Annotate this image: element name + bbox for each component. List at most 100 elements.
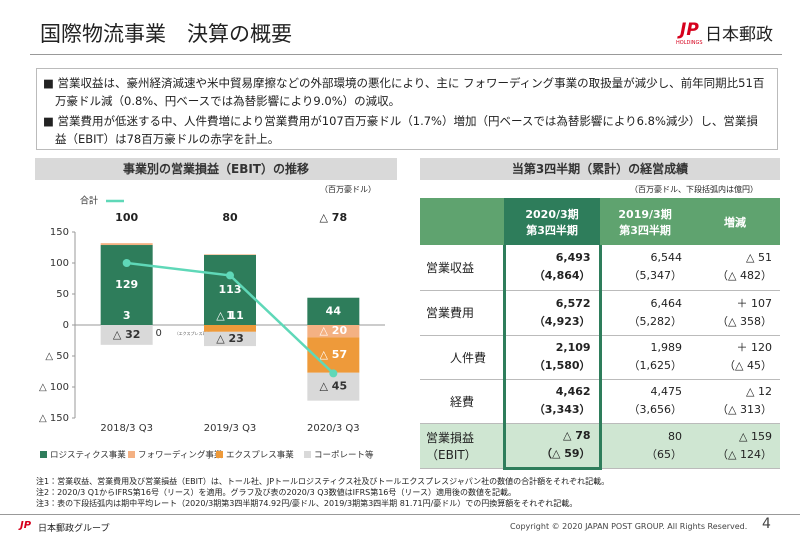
header-text: 増減	[724, 215, 747, 229]
x-tick-label: 2019/3 Q3	[204, 423, 257, 434]
header-text: 第3四半期	[619, 223, 671, 237]
x-tick-label: 2018/3 Q3	[100, 423, 153, 434]
logo-text: 日本郵政	[705, 25, 773, 45]
bar-segment	[307, 325, 360, 338]
logo-sub: HOLDINGS	[676, 40, 703, 46]
y-tick-label: △ 150	[39, 413, 69, 424]
value-label: △ 45	[320, 380, 348, 393]
cell: △ 51 （△ 482）	[690, 245, 780, 291]
row-label-text: （EBIT）	[426, 447, 477, 462]
cell: 1,989 （1,625）	[600, 335, 691, 380]
value-label: △ 20	[320, 324, 348, 337]
cell: △ 78 （△ 59）	[502, 423, 602, 470]
cell: 80 （65）	[600, 423, 691, 469]
bar-segment	[100, 325, 153, 345]
table-row: 経費 4,462 （3,343） 4,475 （3,656） △ 12 （△ 313）	[420, 379, 780, 424]
row-label-text: 人件費	[450, 350, 487, 365]
cell-text: △ 12	[746, 385, 772, 398]
total-label: △ 78	[320, 211, 348, 224]
cell-text: △ 51	[746, 251, 772, 265]
cell-text: （△ 59）	[540, 447, 591, 460]
cell: ＋ 120 （△ 45）	[690, 335, 780, 380]
title-rule	[30, 54, 782, 55]
cell-text: 2,109	[555, 341, 591, 354]
value-label: △ 23	[216, 332, 244, 345]
y-tick-label: 0	[63, 320, 69, 331]
cell-text: 6,544	[650, 251, 683, 265]
value-label: 129	[115, 278, 138, 291]
cell-text: ＋ 120	[736, 341, 773, 354]
header-text: 2020/3期	[525, 207, 579, 221]
logo-mark: JP	[680, 20, 699, 40]
footer-logo: JP	[20, 520, 32, 531]
y-tick-label: △ 100	[39, 382, 69, 393]
cell-text: 6,572	[555, 296, 591, 310]
row-label-text: 経費	[450, 394, 475, 409]
legend-swatch	[128, 451, 135, 458]
cell: △ 159 （△ 124）	[690, 423, 780, 469]
legend-label: フォワーディング事業	[138, 450, 223, 461]
bar-segment	[100, 243, 153, 246]
table-row: 営業費用 6,572 （4,923） 6,464 （5,282） ＋ 107 （△ 358）	[420, 290, 780, 336]
bar-segment	[204, 331, 256, 347]
table-title: 当第3四半期（累計）の経営成績	[420, 158, 780, 180]
cell: 6,544 （5,347）	[600, 245, 691, 291]
line-legend: 合計	[80, 195, 98, 207]
note: 注1：営業収益、営業費用及び営業損益（EBIT）は、トール社、JPトールロジステ…	[36, 477, 610, 486]
bar-segment	[307, 297, 360, 325]
total-label: 80	[222, 211, 238, 224]
row-label: 経費	[420, 379, 504, 424]
total-marker	[329, 369, 338, 378]
cell-text: （△ 358）	[717, 314, 772, 328]
cell-text: （65）	[646, 447, 683, 461]
cell-text: △ 78	[562, 429, 591, 442]
legend-swatch	[304, 451, 311, 458]
cell: 6,464 （5,282）	[600, 290, 691, 336]
page-number: 4	[762, 516, 771, 532]
cell: 6,572 （4,923）	[502, 290, 602, 336]
cell-text: （△ 124）	[717, 447, 772, 461]
note: 注3：表の下段括弧内は期中平均レート（2020/3期第3四半期74.92円/豪ド…	[36, 499, 578, 508]
annotation: （エクスプレス事業）	[175, 330, 215, 336]
y-tick-label: 50	[56, 289, 69, 300]
results-table: 2020/3期 第3四半期 2019/3期 第3四半期 増減 営業収益 6,493 （4,86…	[420, 198, 780, 470]
cell-text: （△ 313）	[717, 403, 772, 416]
y-tick-label: 150	[50, 227, 69, 238]
bullet-text: 営業費用が低迷する中、人件費増により営業費用が107百万豪ドル（1.7%）増加（…	[55, 114, 758, 146]
value-label: △ 0	[145, 328, 162, 339]
row-label-text: 営業費用	[426, 306, 475, 320]
cell-text: （3,656）	[628, 403, 683, 416]
bar-segment	[204, 254, 256, 325]
cell-text: （1,625）	[628, 359, 683, 372]
header-row: 2020/3期 第3四半期 2019/3期 第3四半期 増減	[420, 198, 780, 245]
table: 2020/3期 第3四半期 2019/3期 第3四半期 増減 営業収益 6,493 （4,86…	[420, 198, 780, 470]
bar-segment	[307, 337, 360, 373]
summary-box: ■ 営業収益は、豪州経済減速や米中貿易摩擦などの外部環境の悪化により、主に フォ…	[36, 68, 778, 150]
cell: 6,493 （4,864）	[502, 245, 602, 291]
row-label: 人件費	[420, 335, 504, 380]
total-label: 100	[115, 211, 138, 224]
chart-title: 事業別の営業損益（EBIT）の推移	[35, 158, 397, 180]
legend-swatch	[40, 451, 47, 458]
value-label: 113	[219, 283, 242, 296]
y-tick-label: 100	[50, 258, 69, 269]
bullet-text: 営業収益は、豪州経済減速や米中貿易摩擦などの外部環境の悪化により、主に フォワー…	[55, 76, 765, 108]
table-row: 営業収益 6,493 （4,864） 6,544 （5,347） △ 51 （△ 482）	[420, 245, 780, 291]
table-row: 営業損益 （EBIT） △ 78 （△ 59） 80 （65） △ 159 （△ 124）	[420, 423, 780, 470]
cell-text: 6,493	[555, 251, 591, 265]
header-cell: 増減	[690, 198, 780, 245]
value-label: 44	[326, 304, 342, 317]
cell-text: 6,464	[650, 296, 683, 310]
value-label: △ 11	[216, 309, 244, 322]
header-cell: 2020/3期 第3四半期	[504, 198, 601, 245]
cell-text: （4,923）	[533, 314, 591, 328]
cell-text: （3,343）	[533, 403, 591, 416]
row-label-text: 営業収益	[426, 260, 475, 275]
value-label: 1	[226, 309, 234, 322]
legend-label: コーポレート等	[314, 450, 374, 461]
notes: 注1：営業収益、営業費用及び営業損益（EBIT）は、トール社、JPトールロジステ…	[36, 476, 609, 509]
cell-text: （△ 482）	[717, 269, 772, 283]
header-text: 第3四半期	[526, 223, 578, 237]
note: 注2：2020/3 Q1からIFRS第16号（リース）を適用。グラフ及び表の20…	[36, 488, 516, 497]
